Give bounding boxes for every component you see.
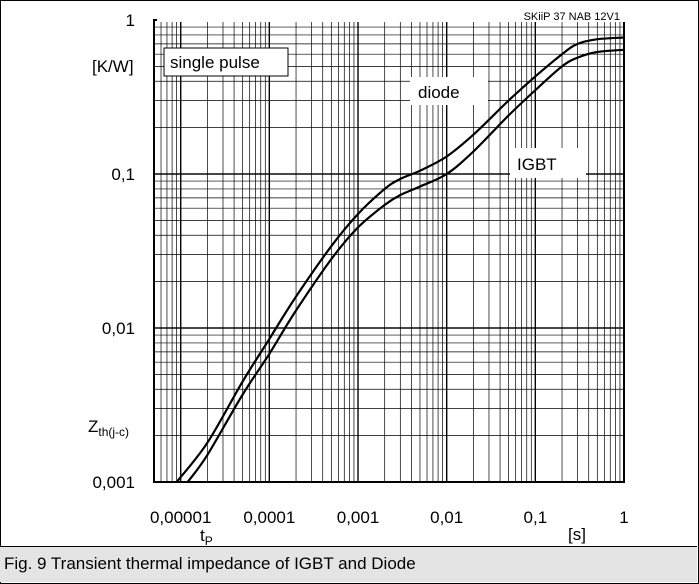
x-tick-label: 0,0001	[243, 508, 295, 527]
x-axis-label: tP	[200, 526, 213, 546]
y-axis-label: Zth(j-c)	[88, 417, 129, 439]
x-tick-label: 0,00001	[150, 508, 211, 527]
x-tick-label: 0,001	[337, 508, 380, 527]
single-pulse-label: single pulse	[170, 53, 260, 72]
x-tick-labels: 0,00001 0,0001 0,001 0,01 0,1 1	[150, 508, 629, 527]
thermal-impedance-chart: 0,00001 0,0001 0,001 0,01 0,1 1 0,001 0,01 0,1 1…	[88, 11, 629, 546]
curves	[175, 36, 625, 483]
figure-caption: Fig. 9 Transient thermal impedance of IG…	[0, 546, 697, 582]
x-tick-label: 0,1	[524, 508, 548, 527]
y-tick-labels: 0,001 0,01 0,1 1	[92, 11, 135, 492]
y-tick-label: 0,1	[111, 165, 135, 184]
y-axis-unit: [K/W]	[92, 57, 134, 76]
series-label-igbt: IGBT	[517, 155, 557, 174]
x-axis-symbol: t	[200, 526, 205, 545]
y-tick-label: 1	[126, 11, 135, 30]
single-pulse-box	[163, 47, 289, 77]
y-tick-label: 0,001	[92, 473, 135, 492]
y-tick-label: 0,01	[102, 319, 135, 338]
x-axis-unit: [s]	[568, 525, 586, 544]
y-axis-subscript: th(j-c)	[98, 425, 129, 439]
chart-title: SKiiP 37 NAB 12V1	[524, 11, 620, 23]
x-tick-label: 0,01	[430, 508, 463, 527]
series-label-diode: diode	[418, 83, 460, 102]
x-tick-label: 1	[619, 508, 628, 527]
title-backdrop	[157, 12, 627, 22]
igbt-label-backdrop	[510, 148, 586, 178]
series-line-diode	[175, 36, 625, 483]
diode-label-backdrop	[410, 77, 488, 105]
y-axis-symbol: Z	[88, 417, 98, 436]
series-line-igbt	[186, 48, 625, 483]
x-axis-subscript: P	[205, 534, 213, 546]
